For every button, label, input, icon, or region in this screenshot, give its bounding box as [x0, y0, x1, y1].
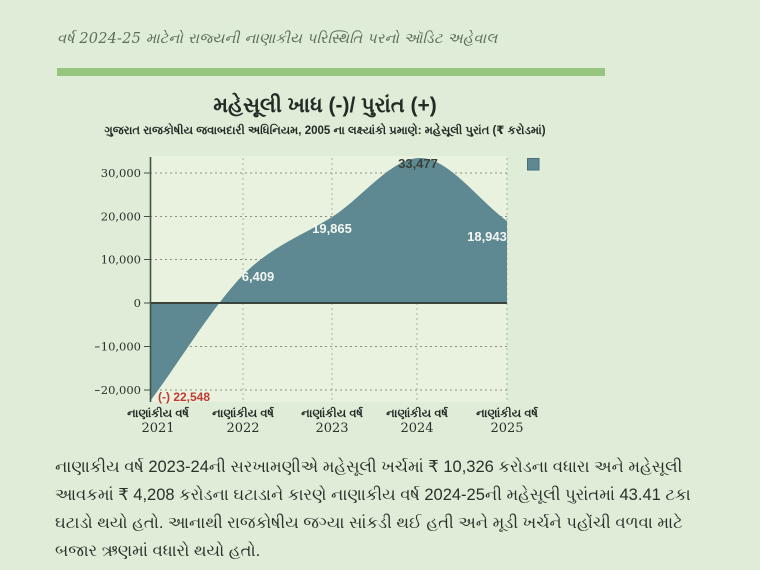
x-label-year: 2024: [400, 421, 433, 436]
x-label-year: 2021: [141, 421, 174, 436]
y-tick-label: 10,000: [101, 253, 141, 267]
revenue-deficit-surplus-area-chart: 30,000 20,000 10,000 0 −10,000 −20,000 (…: [95, 156, 540, 436]
header-divider-bar: [57, 68, 605, 76]
y-tick-label: 0: [134, 296, 141, 310]
analysis-paragraph: નાણાકીય વર્ષ 2023-24ની સરખામણીએ મહેસૂલી …: [55, 458, 691, 560]
data-label-2025: 18,943: [467, 229, 507, 244]
data-label-2024: 33,477: [398, 156, 438, 171]
data-label-2021: (-) 22,548: [158, 390, 210, 404]
x-label-year: 2023: [315, 421, 348, 436]
x-label-fy: નાણાંકીય વર્ષ: [476, 405, 539, 420]
y-tick-label: −10,000: [95, 340, 141, 354]
report-header-title: વર્ષ 2024-25 માટેનો રાજ્યની નાણાકીય પરિસ…: [57, 31, 498, 47]
x-label-fy: નાણાંકીય વર્ષ: [386, 405, 449, 420]
x-label-fy: નાણાંકીય વર્ષ: [127, 405, 190, 420]
x-label-fy: નાણાંકીય વર્ષ: [301, 405, 364, 420]
data-label-2023: 19,865: [312, 221, 352, 236]
y-tick-label: −20,000: [95, 383, 141, 397]
y-tick-label: 20,000: [101, 210, 141, 224]
legend-marker-square: [527, 158, 540, 171]
y-axis-ticks: [144, 172, 150, 391]
x-label-year: 2025: [490, 421, 523, 436]
x-axis-labels: નાણાંકીય વર્ષ 2021 નાણાંકીય વર્ષ 2022 ના…: [127, 405, 539, 436]
x-label-year: 2022: [226, 421, 259, 436]
data-label-2022: 6,409: [242, 269, 275, 284]
y-tick-label: 30,000: [101, 166, 141, 180]
chart-subtitle: ગુજરાત રાજકોષીય જવાબદારી અધિનિયમ, 2005 ન…: [104, 125, 546, 137]
x-label-fy: નાણાંકીય વર્ષ: [212, 405, 275, 420]
area-series-revenue-surplus: [151, 158, 507, 400]
chart-title: મહેસૂલી ખાધ (-)/ પુરાંત (+): [213, 94, 437, 117]
